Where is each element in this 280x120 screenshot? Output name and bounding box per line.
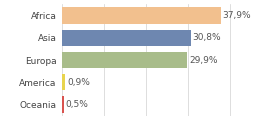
Text: 0,5%: 0,5% <box>65 100 88 109</box>
Bar <box>62 74 65 90</box>
Bar <box>62 96 64 113</box>
Bar <box>62 52 187 68</box>
Text: 30,8%: 30,8% <box>193 33 221 42</box>
Text: 29,9%: 29,9% <box>189 55 217 65</box>
Text: 37,9%: 37,9% <box>222 11 251 20</box>
Text: 0,9%: 0,9% <box>67 78 90 87</box>
Bar <box>62 30 191 46</box>
Bar <box>62 7 221 24</box>
